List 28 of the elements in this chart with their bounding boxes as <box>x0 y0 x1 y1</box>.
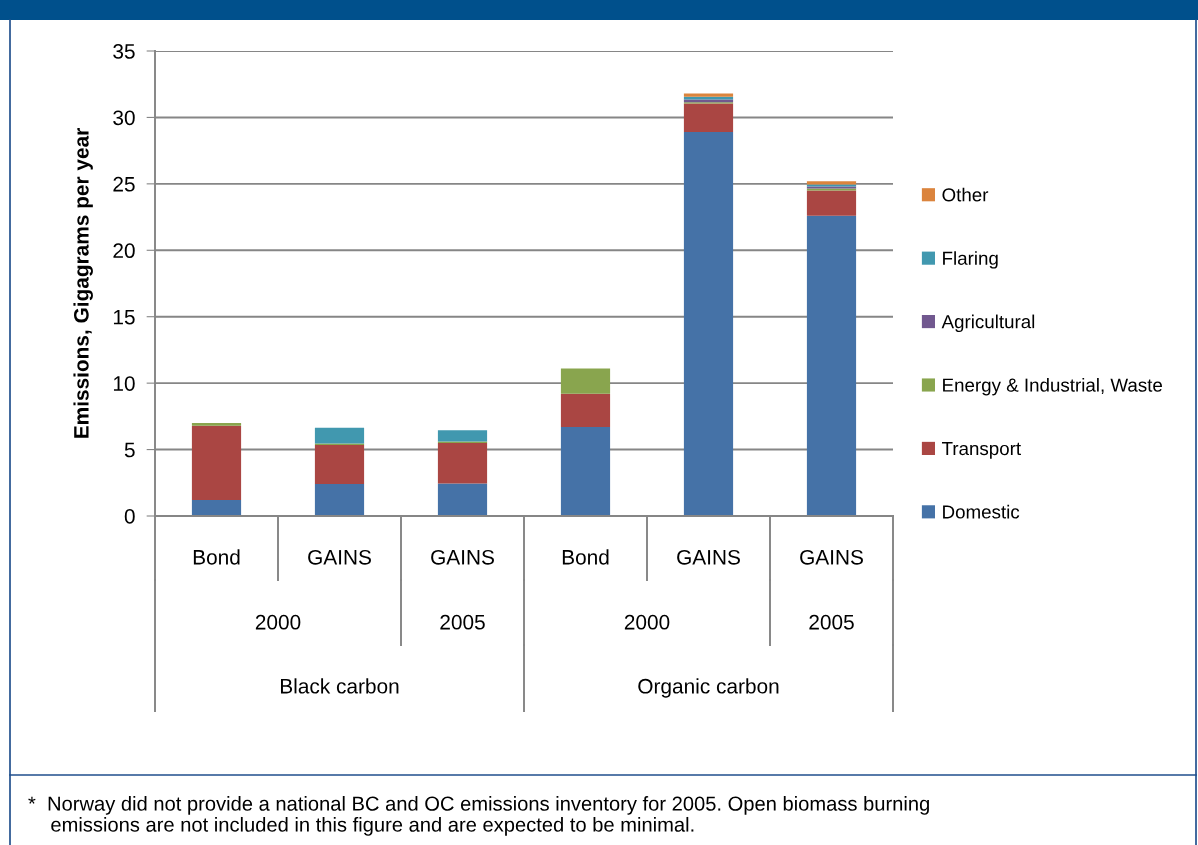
legend-label: Transport <box>941 442 1021 459</box>
y-tick-label: 30 <box>113 110 135 126</box>
text: Organic carbon <box>638 678 779 698</box>
text: 2000 <box>624 614 670 630</box>
legend-label: Flaring <box>943 251 998 269</box>
text: 2005 <box>809 614 854 630</box>
legend-label: Energy & Industrial, Waste <box>943 377 1162 396</box>
text: Black carbon <box>281 678 399 694</box>
x-tick-label: GAINS <box>431 549 494 565</box>
y-axis-title: Emissions, Gigagrams per year <box>73 128 93 438</box>
text: 2000 <box>255 614 301 630</box>
legend-label: Other <box>942 187 989 202</box>
legend-label: Domestic <box>943 504 1020 519</box>
y-tick-label: 25 <box>113 176 135 192</box>
x-tick-label: Bond <box>193 549 240 565</box>
y-tick-label: 20 <box>113 243 135 259</box>
y-tick-label: 35 <box>113 44 135 59</box>
x-tick-label: GAINS <box>677 549 740 565</box>
text: 2005 <box>440 614 485 630</box>
x-tick-label: GAINS <box>800 549 863 565</box>
text: * Norway did not provide a national BC and OC emissions inventory for 2005. Open biomass burning emissions are not included in this figure and are expected to be minimal. <box>28 796 929 836</box>
y-tick-label: 5 <box>124 442 135 458</box>
legend-label: Agricultural <box>941 314 1035 333</box>
y-tick-label: 15 <box>113 309 135 325</box>
y-tick-label: 10 <box>113 376 135 391</box>
x-tick-label: GAINS <box>308 549 371 565</box>
y-tick-label: 0 <box>124 509 135 524</box>
x-tick-label: Bond <box>562 549 609 565</box>
